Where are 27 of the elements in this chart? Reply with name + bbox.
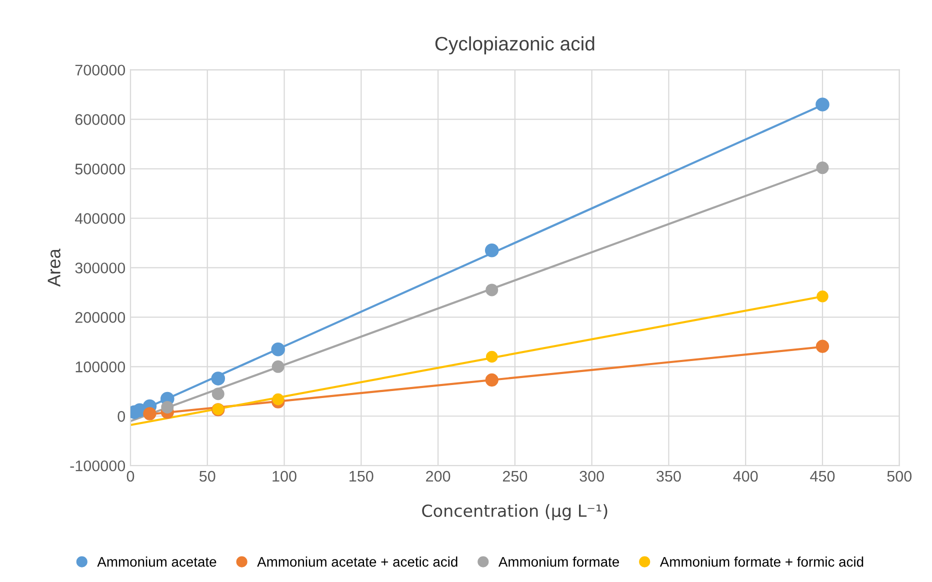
y-axis-title: Area — [48, 248, 60, 287]
x-axis-title: Concentration (µg L⁻¹) — [422, 504, 608, 520]
y-tick-label: 0 — [118, 411, 126, 422]
y-tick-label: 600000 — [75, 114, 126, 125]
x-tick-label: 100 — [272, 470, 296, 482]
legend-label: Ammonium formate + formic acid — [660, 556, 864, 567]
x-tick-label: 250 — [502, 470, 528, 482]
x-tick-label: 450 — [810, 470, 835, 482]
x-tick-label: 150 — [350, 470, 374, 482]
y-tick-label: -100000 — [70, 460, 126, 472]
y-tick-label: 300000 — [75, 262, 126, 274]
y-tick-label: 400000 — [74, 213, 126, 224]
legend-label: Ammonium formate — [498, 556, 619, 567]
y-tick-label: 700000 — [75, 64, 126, 76]
x-tick-label: 350 — [656, 470, 681, 482]
x-tick-label: 200 — [426, 470, 450, 482]
y-tick-label: 100000 — [76, 362, 126, 372]
x-tick-label: 50 — [199, 470, 216, 482]
legend-label: Ammonium acetate — [97, 556, 216, 567]
x-tick-label: 500 — [887, 470, 912, 482]
x-tick-label: 400 — [733, 470, 758, 482]
x-tick-label: 0 — [126, 470, 134, 482]
x-tick-label: 300 — [580, 470, 604, 482]
legend-label: Ammonium acetate + acetic acid — [257, 556, 458, 567]
y-tick-label: 500000 — [75, 164, 126, 174]
y-tick-label: 200000 — [75, 312, 126, 323]
chart-title: Cyclopiazonic acid — [435, 36, 594, 54]
